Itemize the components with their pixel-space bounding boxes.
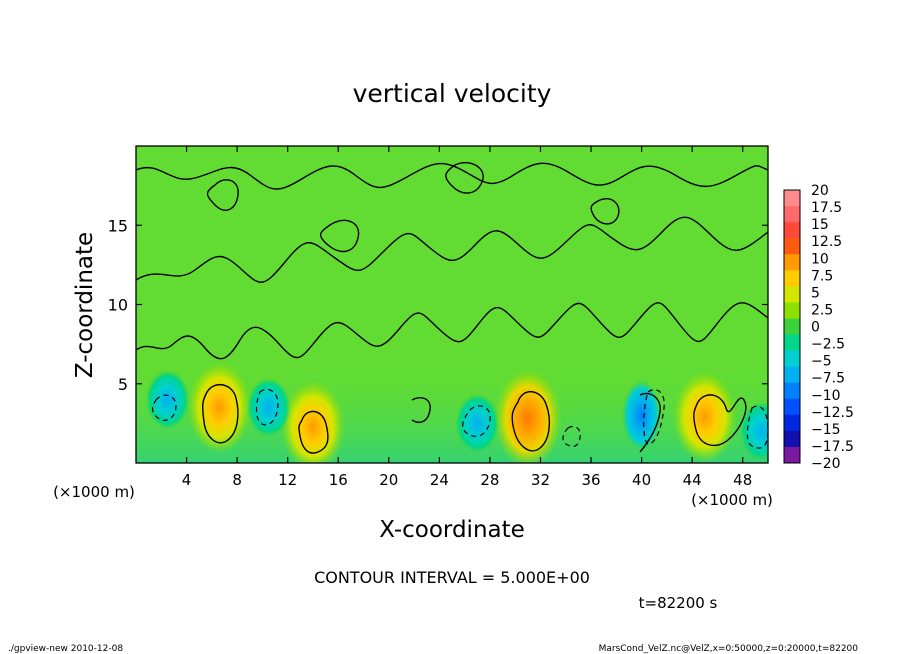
contour-mid-boundary — [136, 216, 768, 283]
x-tick-label: 8 — [232, 471, 242, 489]
contour-up-cell-3 — [511, 391, 551, 452]
contour-up-cell-1 — [201, 384, 239, 444]
x-tick-label: 28 — [480, 471, 499, 489]
x-tick-label: 12 — [278, 471, 297, 489]
velocity-cells — [145, 361, 768, 463]
colorbar-level-label: 2.5 — [811, 302, 833, 318]
downdraft-cell-3 — [455, 393, 500, 454]
colorbar-swatch — [784, 318, 800, 336]
colorbar-swatch — [784, 430, 800, 448]
contour-lines — [136, 162, 768, 454]
footer-left: ./gpview-new 2010-12-08 — [8, 644, 123, 654]
colorbar-swatch — [784, 350, 800, 368]
neg-contour-1 — [151, 394, 177, 421]
colorbar-level-label: −17.5 — [811, 439, 854, 455]
colorbar-level-label: 20 — [811, 183, 829, 199]
time-label: t=82200 s — [639, 594, 718, 612]
y-tick-label: 5 — [118, 375, 128, 394]
contour-side-arc — [411, 397, 431, 423]
downdraft-cell-2 — [246, 377, 291, 438]
x-tick-label: 16 — [329, 471, 348, 489]
y-axis: 5 10 15 — [108, 216, 768, 394]
x-tick-label: 44 — [683, 471, 702, 489]
colorbar-swatch — [784, 222, 800, 239]
contour-upper-boundary — [136, 302, 768, 360]
neg-contour-6 — [562, 425, 581, 448]
x-tick-label: 24 — [430, 471, 449, 489]
colorbar-swatch — [784, 334, 800, 352]
contour-interval-text: CONTOUR INTERVAL = 5.000E+00 — [314, 568, 590, 587]
plot-area — [136, 146, 768, 463]
footer-right: MarsCond_VelZ.nc@VelZ,x=0:50000,z=0:2000… — [599, 644, 859, 654]
contour-up-cell-4 — [693, 394, 747, 447]
colorbar-swatch — [784, 398, 800, 416]
colorbar-level-label: 12.5 — [811, 234, 842, 250]
colorbar-swatch — [784, 286, 800, 303]
colorbar-swatch — [784, 382, 800, 400]
x-unit-label-right: (×1000 m) — [691, 491, 773, 509]
x-tick-label: 40 — [632, 471, 651, 489]
colorbar-level-label: −5 — [811, 354, 832, 370]
x-unit-label: (×1000 m) — [53, 483, 135, 501]
colorbar-swatch — [784, 190, 800, 207]
neg-contour-2 — [255, 388, 279, 426]
colorbar-level-label: −12.5 — [811, 405, 854, 421]
colorbar-level-label: −2.5 — [811, 337, 845, 353]
contour-up-cell-2 — [298, 410, 329, 454]
colorbar-level-label: −15 — [811, 422, 841, 438]
updraft-cell-1 — [187, 361, 252, 454]
contour-right-boundary — [639, 392, 661, 453]
x-tick-label: 36 — [581, 471, 600, 489]
colorbar-swatch — [784, 254, 800, 271]
colorbar-level-label: 0 — [811, 320, 820, 336]
y-tick-label: 15 — [108, 216, 128, 235]
updraft-cell-2 — [280, 380, 345, 463]
contour-upper-blob-a — [206, 179, 239, 211]
colorbar-swatch — [784, 206, 800, 223]
neg-contour-4 — [643, 389, 665, 445]
colorbar-level-label: 10 — [811, 251, 829, 267]
colorbar-swatch — [784, 238, 800, 255]
colorbar-swatch — [784, 302, 800, 319]
updraft-cell-4 — [672, 371, 737, 463]
negative-contours — [151, 388, 768, 449]
x-tick-label: 20 — [379, 471, 398, 489]
contour-upper-blob-d — [320, 219, 360, 253]
y-tick-label: 10 — [108, 296, 128, 315]
y-axis-label: Z-coordinate — [72, 232, 98, 378]
colorbar-level-label: 7.5 — [811, 268, 833, 284]
colorbar-level-label: −20 — [811, 456, 841, 472]
colorbar-swatch — [784, 366, 800, 384]
colorbar-level-label: 15 — [811, 217, 829, 233]
updraft-cell-3 — [493, 368, 562, 463]
x-axis-label: X-coordinate — [379, 517, 525, 543]
x-tick-label: 4 — [182, 471, 192, 489]
chart-title: vertical velocity — [353, 79, 552, 108]
neg-contour-3 — [462, 405, 491, 437]
colorbar-frame — [783, 189, 801, 464]
colorbar-swatch — [784, 446, 800, 464]
colorbar-level-label: −7.5 — [811, 371, 845, 387]
colorbar-level-label: 17.5 — [811, 200, 842, 216]
x-axis: 4 8 12 16 20 24 28 32 36 40 44 48 — [182, 146, 752, 489]
colorbar-swatch — [784, 270, 800, 287]
contour-top-band — [136, 162, 768, 190]
x-tick-label: 32 — [531, 471, 550, 489]
colorbar-level-label: −10 — [811, 388, 841, 404]
contour-upper-blob-c — [590, 198, 620, 225]
downdraft-cell-4 — [621, 379, 662, 452]
neg-contour-5 — [746, 405, 768, 449]
contour-upper-blob-b — [445, 162, 484, 194]
colorbar-level-label: 5 — [811, 285, 820, 301]
downdraft-cell-1 — [145, 369, 190, 430]
x-tick-label: 48 — [733, 471, 752, 489]
colorbar-swatch — [784, 414, 800, 432]
downdraft-cell-5 — [739, 401, 768, 462]
